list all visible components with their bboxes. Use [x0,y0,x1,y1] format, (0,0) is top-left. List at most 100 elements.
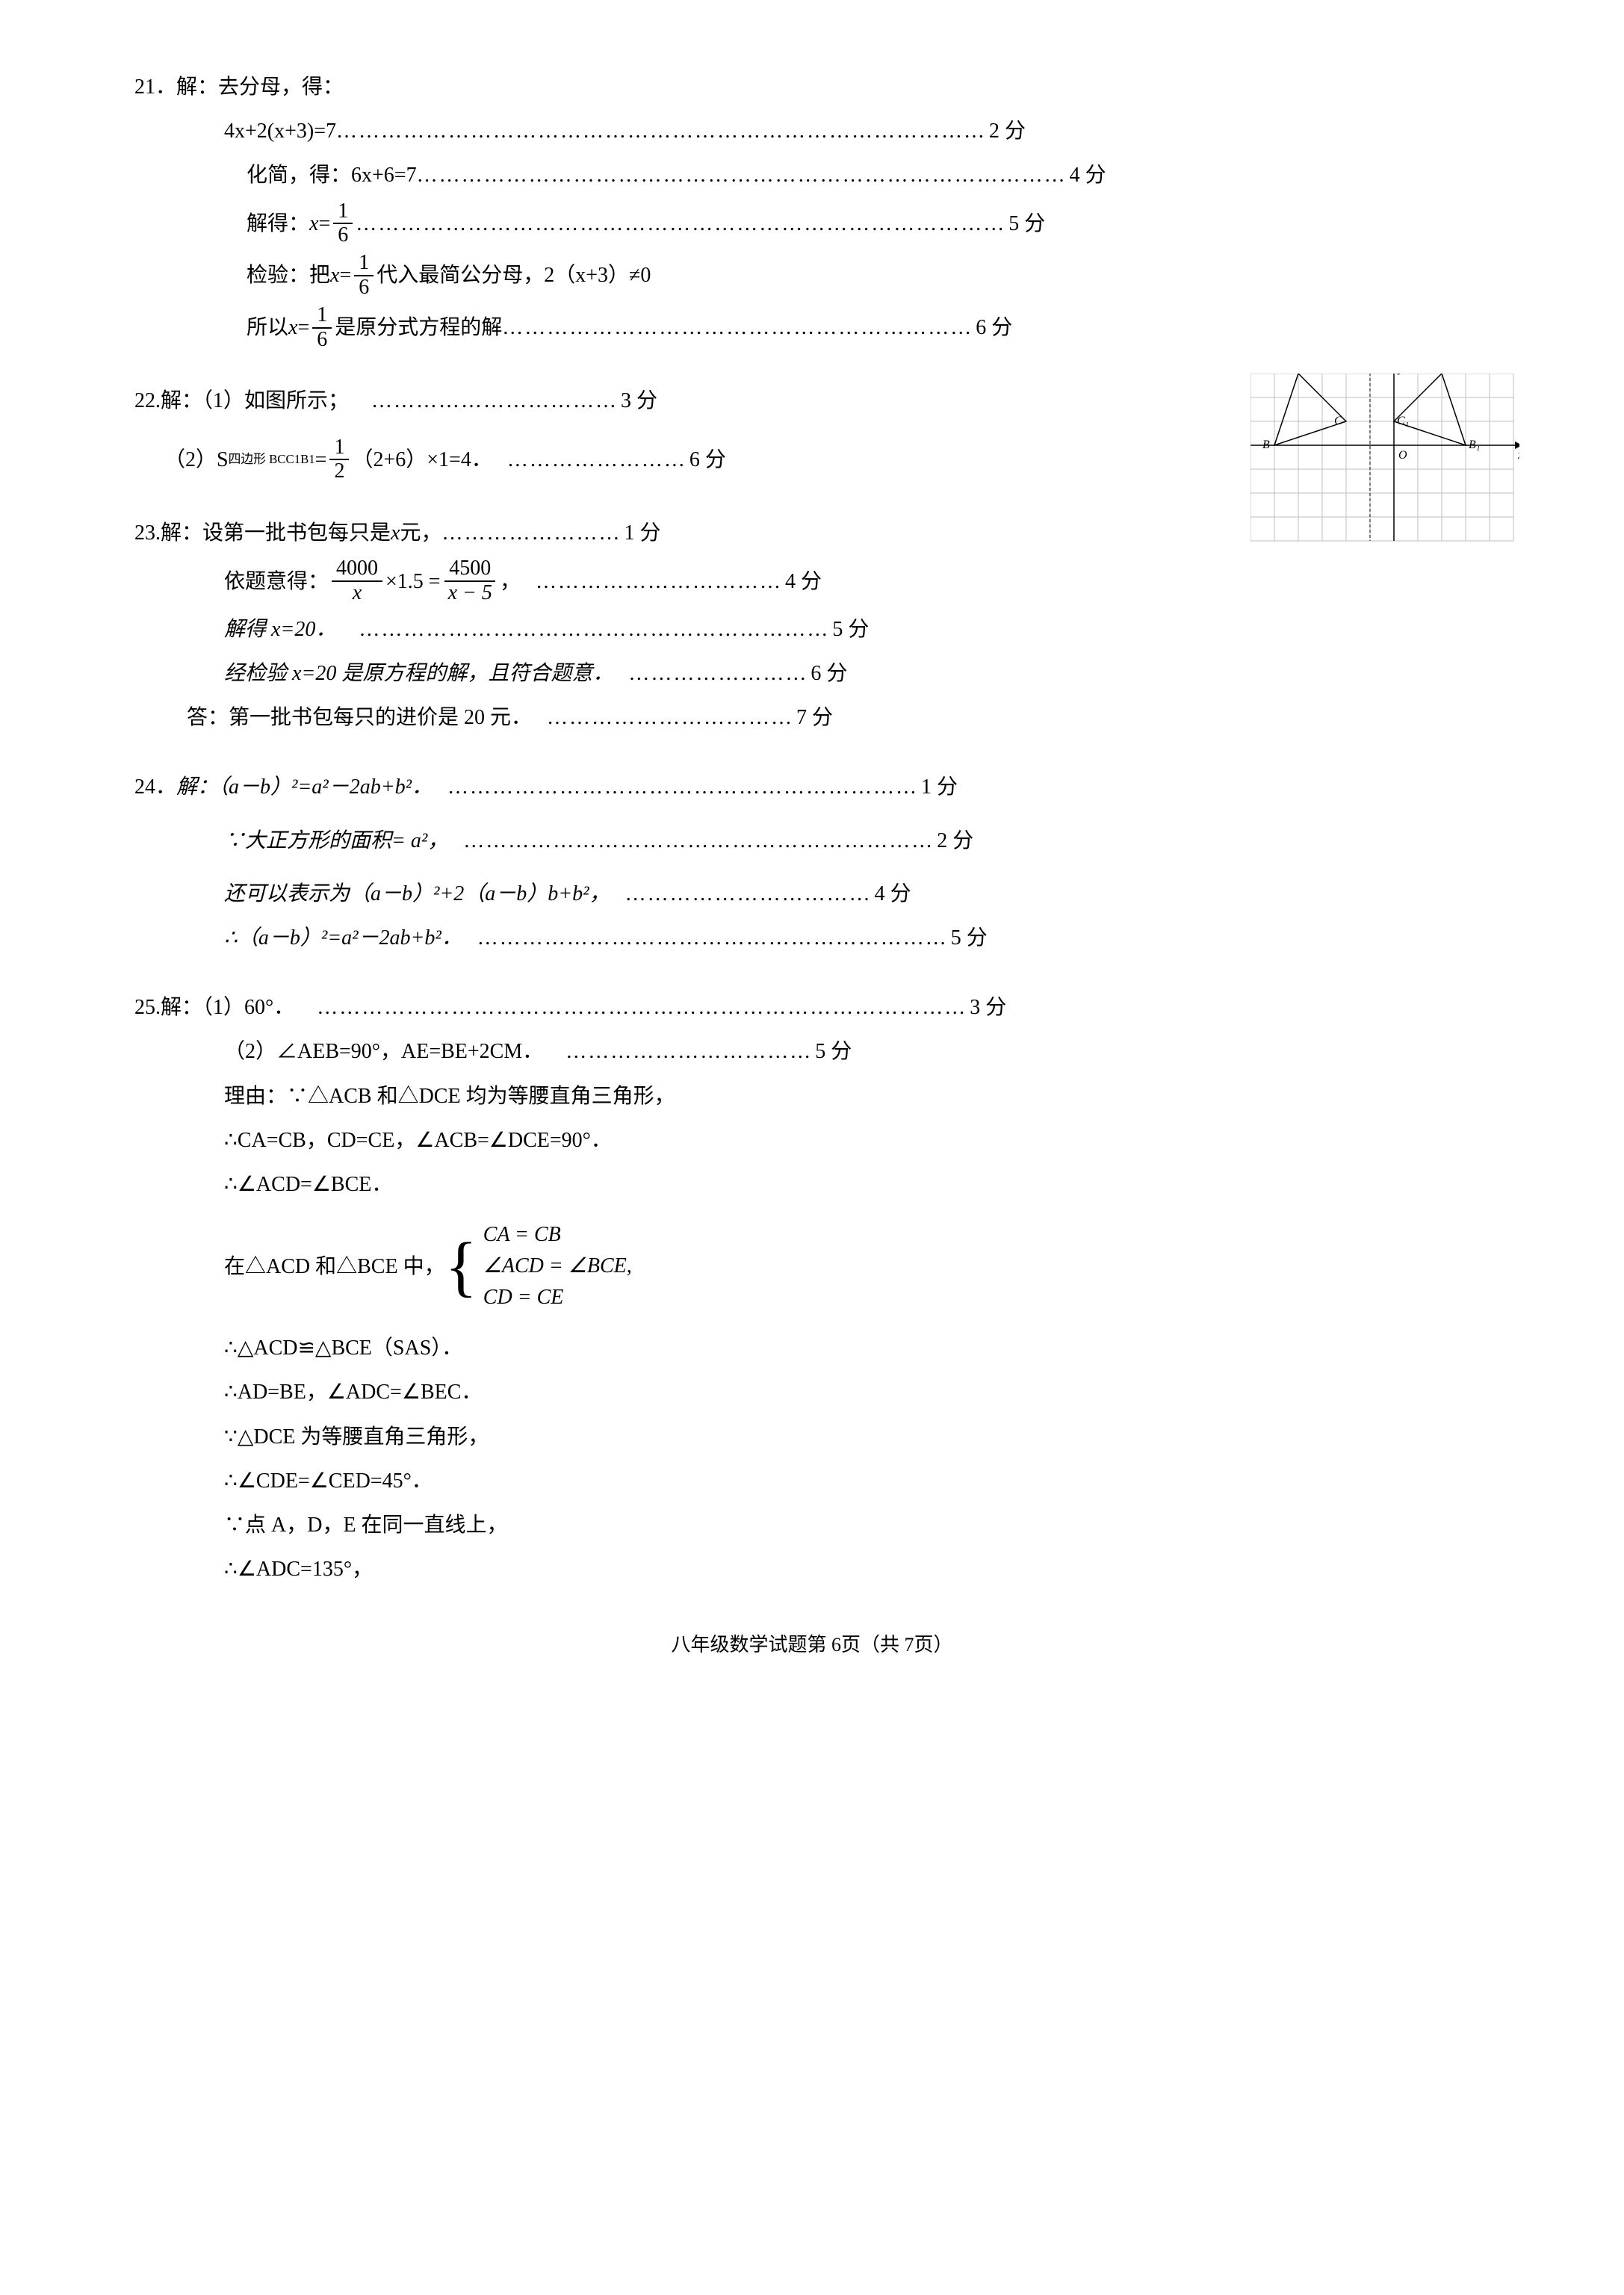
dots: ……………………………………………………… [359,610,829,649]
frac-num: 1 [333,200,353,225]
p25-l12: ∴∠ADC=135°， [134,1549,1490,1589]
p25-l8: ∴AD=BE，∠ADC=∠BEC． [134,1372,1490,1412]
q25-number: 25. [134,988,161,1027]
dots: …………………………… [547,698,793,737]
fraction: 4000 x [332,557,382,605]
p23-line1: 23. 解：设第一批书包每只是 x 元， …………………… 1 分 [134,513,1490,553]
p23-l3-text: 解得 x=20． [224,610,336,649]
p25-l10-text: ∴∠CDE=∠CED=45°． [224,1461,433,1501]
frac-num: 1 [354,252,374,276]
p21-l4-eq: = [339,255,351,295]
frac-num: 4500 [444,557,495,582]
p23-l2-score: 4 分 [785,562,822,601]
p25-l4: ∴CA=CB，CD=CE，∠ACB=∠DCE=90°． [134,1121,1490,1160]
svg-text:m: m [1357,374,1366,375]
dots: …………………… [507,440,687,480]
p21-line3: 解得： x = 1 6 …………………………………………………………………………… [134,200,1490,248]
fraction: 1 6 [312,304,332,352]
svg-text:O: O [1398,449,1407,462]
p21-l5-var: x [288,308,297,347]
q24-number: 24． [134,767,176,807]
p24-line3: 还可以表示为（a－b）²+2（a－b）b+b²， …………………………… 4 分 [134,874,1490,914]
p22-l2-pre: （2）S [164,440,229,480]
p23-line5: 答：第一批书包每只的进价是 20 元． …………………………… 7 分 [134,698,1490,737]
p22-l1-score: 3 分 [621,381,657,421]
brace-line-2: ∠ACD = ∠BCE, [483,1251,632,1282]
p25-l9: ∵△DCE 为等腰直角三角形， [134,1417,1490,1457]
p23-l1-post: 元， [400,513,441,553]
svg-text:C: C [1334,415,1342,427]
p25-l11-text: ∵点 A，D，E 在同一直线上， [224,1505,508,1545]
p22-l2-post: （2+6）×1=4． [352,440,492,480]
p21-l5-score: 6 分 [976,308,1012,347]
p24-l4-score: 5 分 [951,918,988,958]
brace-lines: CA = CB ∠ACD = ∠BCE, CD = CE [483,1219,632,1313]
p23-l5-score: 7 分 [796,698,833,737]
p25-l1-text: 解：（1）60°． [161,988,294,1027]
frac-num: 4000 [332,557,382,582]
fraction: 4500 x − 5 [444,557,497,605]
p21-l4-var: x [330,255,339,295]
p24-l2-score: 2 分 [937,821,973,861]
dots: …………………… [441,513,621,553]
problem-23: 23. 解：设第一批书包每只是 x 元， …………………… 1 分 依题意得： … [134,513,1490,737]
svg-text:B: B [1262,439,1270,451]
p21-line2: 化简，得：6x+6=7 …………………………………………………………………………… [134,155,1490,195]
dots: …………………………………………………………………………… [336,111,986,151]
svg-text:C₁: C₁ [1397,415,1409,427]
dots: …………………………………………………………………………… [356,204,1005,244]
page-footer: 八年级数学试题第 6页（共 7页） [134,1626,1490,1663]
p23-l1-var: x [391,513,400,553]
p24-l1-text: 解：（a－b）²=a²－2ab+b²． [176,767,433,807]
p21-line5: 所以 x = 1 6 是原分式方程的解 ……………………………………………………… [134,304,1490,352]
p24-l3-text: 还可以表示为（a－b）²+2（a－b）b+b²， [224,874,610,914]
p25-l4-text: ∴CA=CB，CD=CE，∠ACB=∠DCE=90°． [224,1121,612,1160]
p25-l2-text: （2）∠AEB=90°，AE=BE+2CM． [224,1032,543,1071]
dots: ……………………………………………………… [463,821,934,861]
p21-line4: 检验：把 x = 1 6 代入最简公分母，2（x+3）≠0 [134,252,1490,300]
svg-text:x: x [1517,449,1519,462]
p21-l1-text: 4x+2(x+3)=7 [224,111,336,151]
brace-line-3: CD = CE [483,1282,632,1313]
p22-l2-sub: 四边形 BCC1B1 [229,447,315,471]
p23-l1-score: 1 分 [624,513,660,553]
svg-text:B₁: B₁ [1469,439,1480,451]
p25-l5: ∴∠ACD=∠BCE． [134,1165,1490,1204]
p24-l1-score: 1 分 [921,767,958,807]
dots: ……………………………………………………… [447,767,918,807]
dots: …………………………… [565,1032,812,1071]
fraction: 1 2 [329,436,349,484]
p23-l1-pre: 解：设第一批书包每只是 [161,513,391,553]
dots: ……………………………………………………… [477,918,948,958]
p22-l1-text: 解：（1）如图所示； [161,381,349,421]
p25-l3-text: 理由：∵△ACB 和△DCE 均为等腰直角三角形， [224,1077,675,1116]
p25-l10: ∴∠CDE=∠CED=45°． [134,1461,1490,1501]
p25-l12-text: ∴∠ADC=135°， [224,1549,373,1589]
p25-line1: 25. 解：（1）60°． ……………………………………………………………………… [134,988,1490,1027]
p21-head-text: 解：去分母，得： [176,67,344,107]
problem-24: 24． 解：（a－b）²=a²－2ab+b²． …………………………………………… [134,767,1490,958]
dots: …………………………… [371,381,618,421]
dots: …………………………… [625,874,872,914]
p23-line3: 解得 x=20． ……………………………………………………… 5 分 [134,610,1490,649]
p25-l7: ∴△ACD≌△BCE（SAS）． [134,1328,1490,1368]
p21-l4-post: 代入最简公分母，2（x+3）≠0 [376,255,651,295]
p24-line1: 24． 解：（a－b）²=a²－2ab+b²． …………………………………………… [134,767,1490,807]
frac-den: x [348,582,366,605]
p21-l2-score: 4 分 [1070,155,1106,195]
dots: …………………… [628,654,808,693]
dots: …………………………………………………………………………… [417,155,1067,195]
frac-num: 1 [329,436,349,461]
q21-number: 21． [134,67,176,107]
dots: …………………………… [536,562,782,601]
p21-l1-score: 2 分 [989,111,1026,151]
brace-line-1: CA = CB [483,1219,632,1251]
svg-text:y: y [1397,374,1404,375]
dots: …………………………………………………………………………… [317,988,967,1027]
p24-line2: ∵大正方形的面积= a²， ……………………………………………………… 2 分 [134,821,1490,861]
p24-l3-score: 4 分 [875,874,911,914]
p21-l5-post: 是原分式方程的解 [335,308,502,347]
p21-l4-pre: 检验：把 [247,255,330,295]
dots: ……………………………………………………… [502,308,973,347]
p21-head: 21． 解：去分母，得： [134,67,1490,107]
